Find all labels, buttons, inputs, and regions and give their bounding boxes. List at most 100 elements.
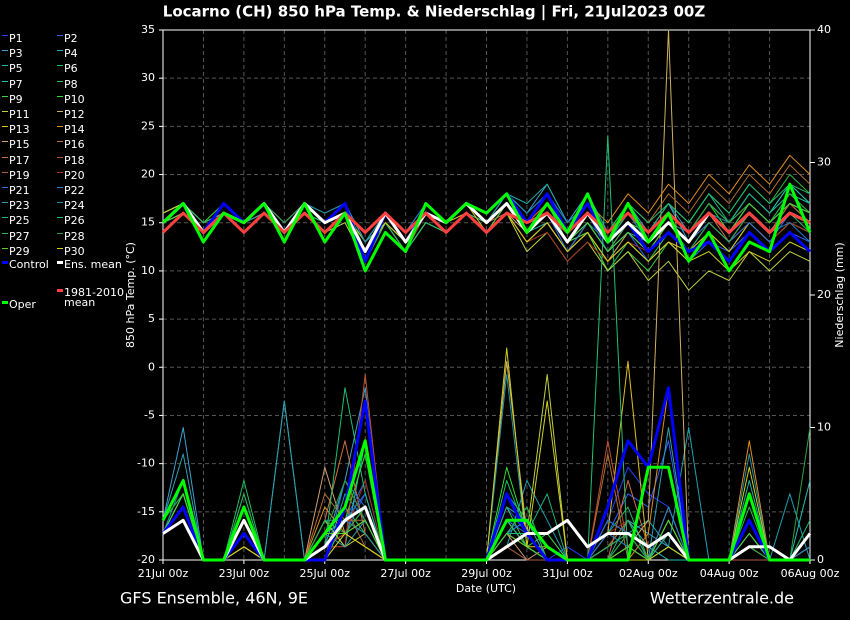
legend-entry: P29 — [2, 244, 61, 258]
x-tick-label: 04Aug 00z — [700, 567, 759, 580]
legend-swatch — [57, 95, 63, 97]
legend-label: P7 — [9, 77, 23, 91]
legend-entry: P17 — [2, 153, 61, 167]
legend-entry: Oper — [2, 299, 61, 310]
legend-swatch — [2, 156, 8, 158]
legend-swatch — [2, 247, 8, 249]
legend-entry: P14 — [57, 123, 126, 137]
legend-swatch — [2, 80, 8, 82]
legend-label: P11 — [9, 108, 30, 121]
legend-entry: P26 — [57, 215, 126, 226]
legend-label: P5 — [9, 62, 23, 76]
y-tick-label: -15 — [137, 505, 155, 518]
y-tick-label: 10 — [141, 264, 155, 277]
legend-label: P10 — [64, 92, 85, 106]
legend-label: P13 — [9, 123, 30, 137]
legend-label: P3 — [9, 47, 23, 61]
legend-label: P25 — [9, 214, 30, 228]
legend-entry: P6 — [57, 63, 126, 74]
legend-label: P22 — [64, 184, 85, 197]
legend-swatch — [2, 301, 8, 304]
y-tick-label: 0 — [148, 360, 155, 373]
legend-label: P1 — [9, 32, 23, 45]
y2-tick-label: 40 — [817, 23, 831, 36]
legend-swatch — [2, 261, 8, 264]
y-tick-label: 35 — [141, 23, 155, 36]
x-tick-label: 06Aug 00z — [781, 567, 840, 580]
y-tick-label: 25 — [141, 119, 155, 132]
legend-label: 1981-2010 mean — [64, 286, 124, 309]
legend-swatch — [2, 111, 8, 112]
legend-label: P24 — [64, 199, 85, 213]
legend-entry: P24 — [57, 199, 126, 213]
legend-label: P29 — [9, 244, 30, 258]
y2-tick-label: 0 — [817, 553, 824, 566]
legend-label: P30 — [64, 244, 85, 258]
legend-label: P17 — [9, 153, 30, 167]
precipitation-line — [161, 439, 810, 562]
x-tick-label: 23Jul 00z — [219, 567, 270, 580]
legend-entry: P2 — [57, 32, 126, 45]
x-tick-label: 27Jul 00z — [380, 567, 431, 580]
legend-swatch — [57, 156, 63, 158]
legend-swatch — [2, 35, 8, 36]
legend-entry: P8 — [57, 79, 126, 90]
legend-swatch — [2, 65, 8, 67]
y2-tick-label: 20 — [817, 288, 831, 301]
legend-entry: P3 — [2, 47, 61, 61]
legend-label: P16 — [64, 138, 85, 152]
y2-tick-label: 10 — [817, 421, 831, 434]
legend-entry: P28 — [57, 229, 126, 243]
legend-swatch — [57, 50, 63, 52]
legend: P1 P2 P3 P4 P5 P6 P7 P8 P9 P10 P11 P12 P13 P14 P15 P16 P… — [0, 0, 130, 330]
legend-entry: P10 — [57, 92, 126, 106]
legend-swatch — [57, 261, 63, 264]
legend-entry: Ens. mean — [57, 258, 126, 271]
x-tick-label: 21Jul 00z — [138, 567, 189, 580]
legend-label: P12 — [64, 108, 85, 121]
legend-swatch — [57, 35, 63, 36]
legend-label: P2 — [64, 32, 78, 45]
legend-label: P19 — [9, 168, 30, 182]
legend-swatch — [57, 171, 63, 173]
legend-entry: P22 — [57, 184, 126, 197]
legend-swatch — [2, 217, 8, 219]
legend-entry: P15 — [2, 138, 61, 152]
x-tick-label: 25Jul 00z — [299, 567, 350, 580]
legend-entry: P9 — [2, 92, 61, 106]
legend-entry: P11 — [2, 108, 61, 121]
legend-swatch — [57, 187, 63, 188]
legend-swatch — [57, 126, 63, 128]
legend-label: P23 — [9, 199, 30, 213]
y2-tick-label: 30 — [817, 156, 831, 169]
legend-swatch — [2, 232, 8, 234]
legend-swatch — [57, 80, 63, 82]
legend-swatch — [57, 247, 63, 249]
legend-swatch — [57, 65, 63, 67]
chart-title: Locarno (CH) 850 hPa Temp. & Niederschla… — [163, 3, 706, 22]
legend-label: P28 — [64, 229, 85, 243]
y-tick-label: -20 — [137, 553, 155, 566]
x-tick-label: 02Aug 00z — [619, 567, 678, 580]
legend-swatch — [2, 202, 8, 204]
legend-swatch — [57, 217, 63, 219]
legend-label: P14 — [64, 123, 85, 137]
footnote-right: Wetterzentrale.de — [650, 589, 794, 608]
legend-entry: P19 — [2, 168, 61, 182]
legend-swatch — [2, 187, 8, 188]
legend-label: Ens. mean — [64, 258, 122, 271]
x-tick-label: 31Jul 00z — [542, 567, 593, 580]
legend-entry: P4 — [57, 47, 126, 61]
x-axis-label: Date (UTC) — [456, 582, 516, 595]
legend-label: P4 — [64, 47, 78, 61]
legend-swatch — [57, 111, 63, 112]
legend-label: Control — [9, 258, 49, 271]
legend-swatch — [2, 50, 8, 52]
legend-label: P9 — [9, 92, 23, 106]
legend-label: P15 — [9, 138, 30, 152]
legend-label: P18 — [64, 153, 85, 167]
legend-entry: P20 — [57, 170, 126, 181]
legend-swatch — [57, 141, 63, 143]
